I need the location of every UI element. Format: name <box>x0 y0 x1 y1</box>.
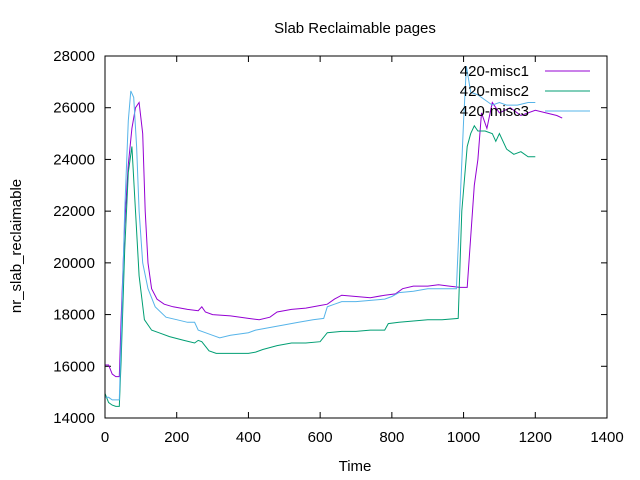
series-line-420-misc3 <box>105 66 536 401</box>
plot-frame <box>104 55 608 419</box>
legend-label: 420-misc2 <box>460 83 529 100</box>
y-tick-label: 14000 <box>53 410 95 427</box>
x-tick-label: 1000 <box>447 429 480 446</box>
x-tick-label: 0 <box>101 429 109 446</box>
axis-ticks: 0 200 400 600 800 1000 1200 1400 14000 16000 18000… <box>53 48 623 446</box>
y-tick-label: 18000 <box>53 307 95 324</box>
y-tick-label: 28000 <box>53 48 95 65</box>
x-tick-label: 1400 <box>590 429 623 446</box>
y-tick-label: 22000 <box>53 203 95 220</box>
y-axis-label: nr_slab_reclaimable <box>8 179 25 313</box>
x-axis-label: Time <box>339 458 372 475</box>
x-tick-label: 200 <box>164 429 189 446</box>
legend-label: 420-misc1 <box>460 63 529 80</box>
series-line-420-misc2 <box>104 124 536 407</box>
chart-title: Slab Reclaimable pages <box>274 20 436 37</box>
x-tick-label: 400 <box>236 429 261 446</box>
series-lines <box>104 66 563 407</box>
y-tick-label: 26000 <box>53 100 95 117</box>
x-tick-label: 800 <box>379 429 404 446</box>
x-tick-label: 600 <box>308 429 333 446</box>
legend: 420-misc1 420-misc2 420-misc3 <box>460 63 590 120</box>
legend-label: 420-misc3 <box>460 103 529 120</box>
y-tick-label: 24000 <box>53 151 95 168</box>
y-tick-label: 20000 <box>53 255 95 272</box>
series-line-420-misc1 <box>105 101 563 378</box>
x-tick-label: 1200 <box>519 429 552 446</box>
y-tick-label: 16000 <box>53 358 95 375</box>
